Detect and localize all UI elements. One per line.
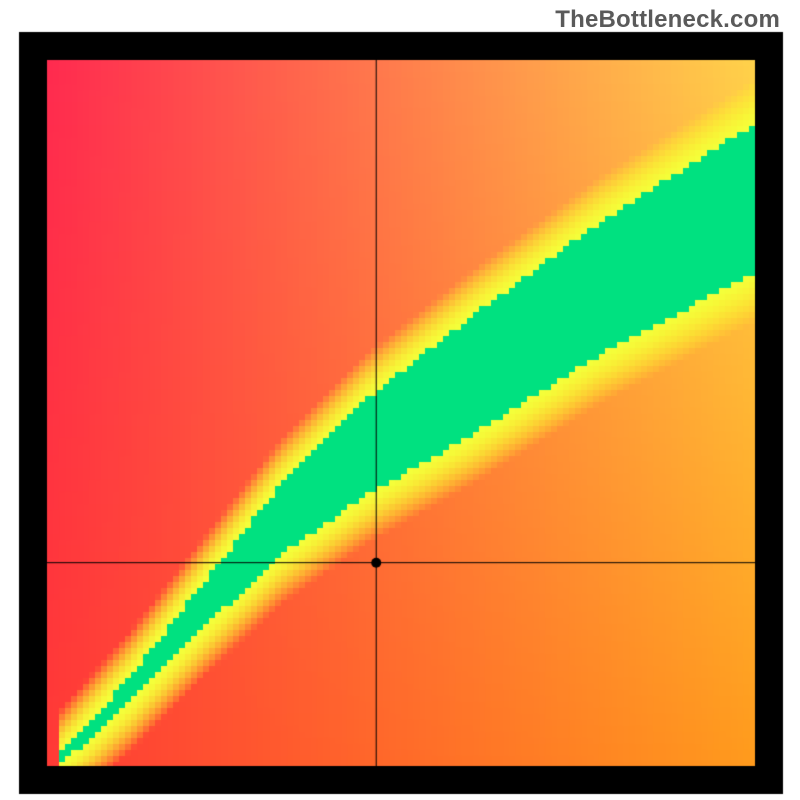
watermark-text: TheBottleneck.com xyxy=(555,6,780,34)
root: TheBottleneck.com xyxy=(0,0,800,800)
bottleneck-heatmap-canvas xyxy=(0,0,800,800)
